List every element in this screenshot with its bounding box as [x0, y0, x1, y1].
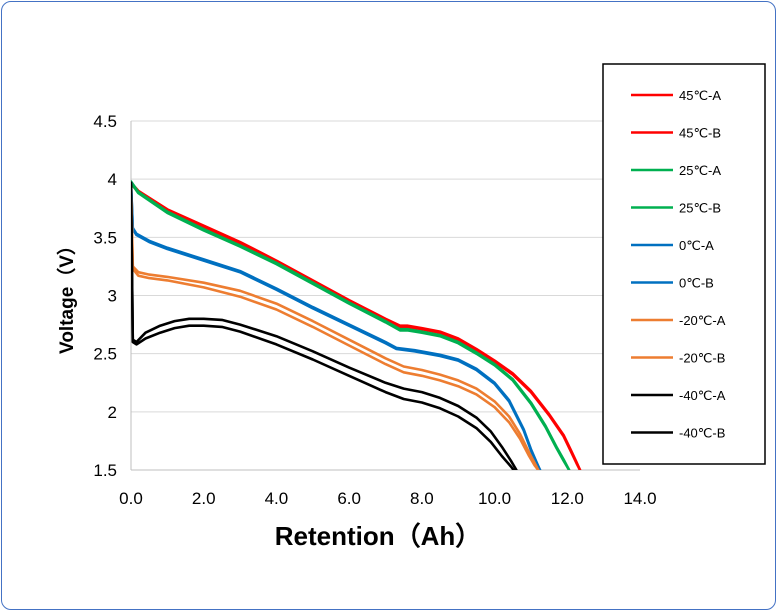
series-line-6: [131, 183, 540, 470]
series-line-5: [131, 182, 542, 470]
legend-label: -20℃-B: [679, 351, 725, 366]
legend-label: -40℃-A: [679, 388, 726, 403]
x-tick-label: 8.0: [410, 489, 434, 508]
y-tick-label: 2: [108, 403, 117, 422]
x-tick-label: 12.0: [551, 489, 584, 508]
x-tick-label: 10.0: [478, 489, 511, 508]
legend-label: -40℃-B: [679, 426, 725, 441]
series-line-7: [131, 186, 540, 470]
y-tick-label: 4.5: [93, 112, 117, 131]
y-tick-labels: 1.5 2 2.5 3 3.5 4 4.5: [93, 112, 117, 480]
legend-label: 25℃-B: [679, 201, 721, 216]
series-line-8: [131, 181, 518, 470]
legend-label: 45℃-B: [679, 126, 721, 141]
y-axis-title: Voltage（V）: [55, 236, 78, 354]
y-tick-label: 1.5: [93, 461, 117, 480]
x-tick-label: 2.0: [192, 489, 216, 508]
x-axis-title: Retention（Ah）: [275, 521, 482, 551]
legend-label: 0℃-B: [679, 276, 714, 291]
x-tick-label: 6.0: [337, 489, 361, 508]
x-tick-label: 0.0: [119, 489, 143, 508]
x-tick-labels: 0.0 2.0 4.0 6.0 8.0 10.0 12.0 14.0: [119, 489, 656, 508]
x-tick-label: 4.0: [265, 489, 289, 508]
gridlines: [131, 120, 640, 471]
y-tick-label: 3.5: [93, 228, 117, 247]
legend-box: [602, 63, 766, 465]
legend-label: 25℃-A: [679, 163, 721, 178]
y-tick-label: 3: [108, 287, 117, 306]
y-tick-label: 2.5: [93, 345, 117, 364]
legend-label: 0℃-A: [679, 238, 714, 253]
series-line-1: [131, 182, 582, 470]
legend-label: 45℃-A: [679, 88, 721, 103]
plot-area: [131, 180, 582, 470]
series-line-9: [131, 183, 516, 470]
x-tick-label: 14.0: [623, 489, 656, 508]
legend-label: -20℃-A: [679, 313, 726, 328]
y-tick-label: 4: [108, 170, 117, 189]
legend: 45℃-A 45℃-B 25℃-A 25℃-B 0℃-A 0℃-B -20℃-A -20℃-B…: [602, 63, 766, 465]
series-line-3: [131, 181, 571, 470]
